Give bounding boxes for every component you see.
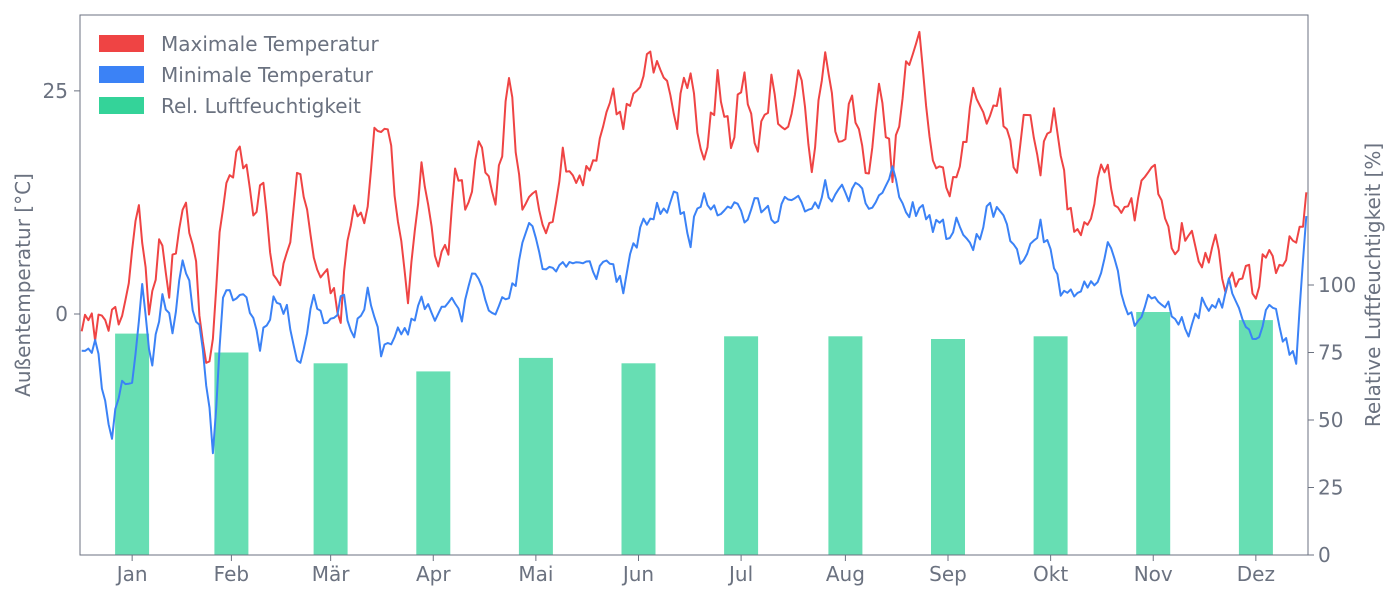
humidity-bar-9 — [931, 339, 965, 555]
humidity-bars — [115, 312, 1273, 555]
humidity-bar-10 — [1033, 336, 1068, 555]
axis-ticks: Jan Feb Mär Apr Mai Jun Jul Aug Sep Okt Nov Dez 0 25 0… — [43, 79, 1357, 586]
x-tick-label-5: Mai — [518, 562, 553, 586]
legend: Maximale Temperatur Minimale Temperatur … — [99, 32, 379, 118]
humidity-bar-6 — [621, 363, 656, 555]
y-right-tick-label: 0 — [1318, 543, 1331, 567]
y-axis-left-title: Außentemperatur [°C] — [11, 173, 35, 397]
humidity-bar-2 — [214, 352, 249, 555]
x-tick-label-3: Mär — [312, 562, 351, 586]
x-tick-label-10: Okt — [1033, 562, 1068, 586]
x-tick-label-2: Feb — [214, 562, 249, 586]
x-tick-label-12: Dez — [1237, 562, 1275, 586]
x-tick-label-7: Jul — [727, 562, 753, 586]
x-tick-label-8: Aug — [826, 562, 865, 586]
humidity-bar-11 — [1136, 312, 1171, 555]
y-right-tick-label: 50 — [1318, 408, 1343, 432]
humidity-bar-1 — [115, 333, 150, 555]
y-left-tick-label: 0 — [55, 302, 68, 326]
min-temperature-line — [81, 165, 1308, 455]
legend-label-humidity: Rel. Luftfeuchtigkeit — [161, 94, 361, 118]
legend-swatch-humidity — [99, 97, 144, 114]
temperature-lines — [80, 30, 1308, 455]
legend-label-max: Maximale Temperatur — [161, 32, 379, 56]
y-left-tick-label: 25 — [43, 79, 68, 103]
x-tick-label-11: Nov — [1134, 562, 1173, 586]
y-right-tick-label: 75 — [1318, 341, 1343, 365]
x-tick-label-1: Jan — [115, 562, 148, 586]
humidity-bar-4 — [416, 371, 451, 555]
legend-label-min: Minimale Temperatur — [161, 63, 374, 87]
humidity-bar-8 — [828, 336, 863, 555]
y-axis-right-title: Relative Luftfeuchtigkeit [%] — [1361, 143, 1385, 427]
x-tick-label-6: Jun — [621, 562, 654, 586]
max-temperature-line — [80, 30, 1308, 364]
y-right-tick-label: 100 — [1318, 273, 1356, 297]
x-tick-label-9: Sep — [929, 562, 967, 586]
humidity-bar-3 — [313, 363, 348, 555]
legend-swatch-min — [99, 66, 144, 83]
humidity-bar-7 — [724, 336, 759, 555]
y-right-tick-label: 25 — [1318, 476, 1343, 500]
humidity-bar-5 — [518, 357, 553, 555]
legend-swatch-max — [99, 35, 144, 52]
x-tick-label-4: Apr — [416, 562, 451, 586]
humidity-bar-12 — [1238, 320, 1273, 555]
